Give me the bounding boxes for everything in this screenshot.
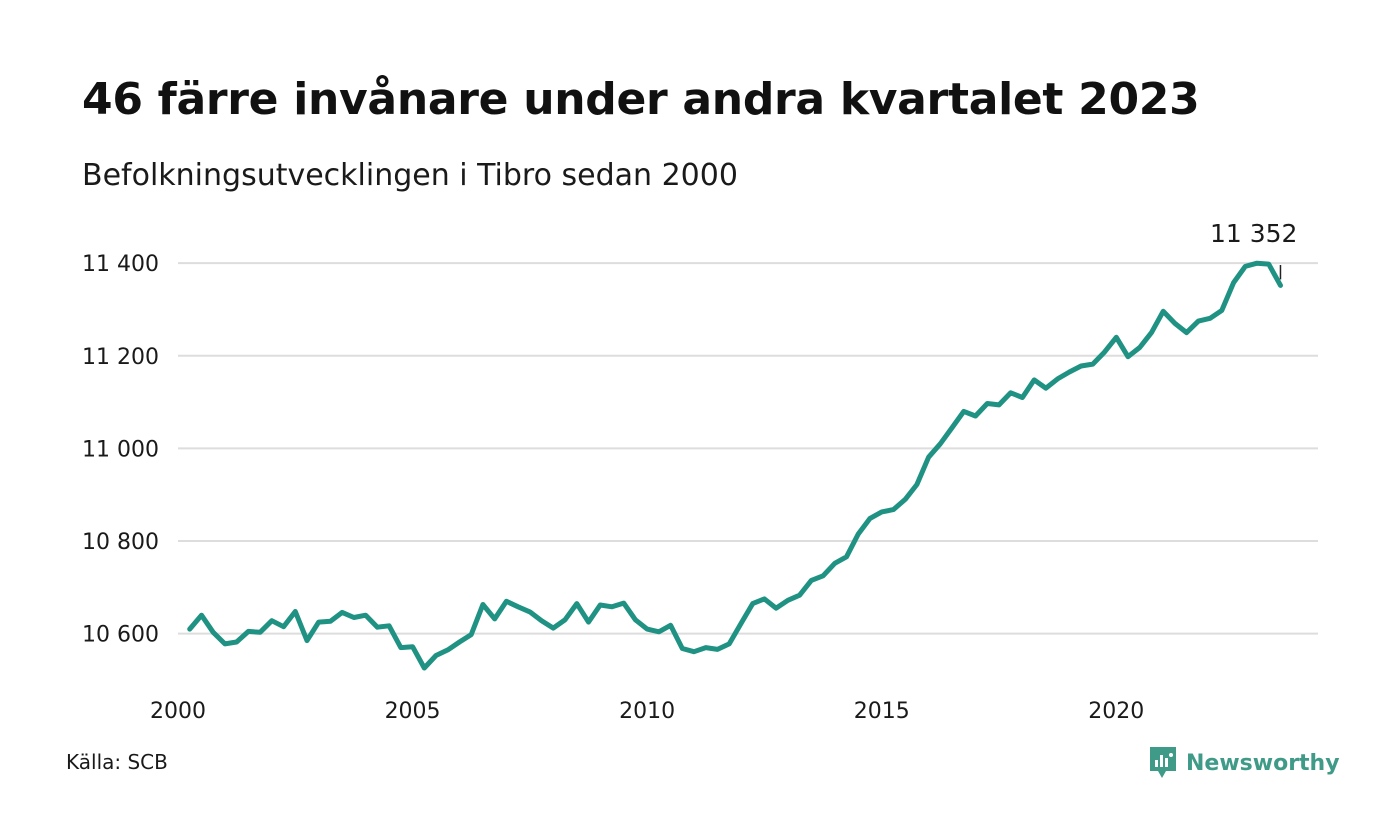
x-tick-label: 2015 bbox=[854, 699, 910, 724]
y-tick-label: 11 000 bbox=[82, 437, 159, 462]
last-value-label: 11 352 bbox=[1210, 219, 1297, 248]
newsworthy-chart-icon bbox=[1150, 747, 1176, 778]
x-tick-label: 2005 bbox=[385, 699, 441, 724]
x-tick-label: 2010 bbox=[619, 699, 675, 724]
y-tick-label: 10 600 bbox=[82, 623, 159, 648]
newsworthy-logo: Newsworthy bbox=[1148, 745, 1340, 781]
source-note: Källa: SCB bbox=[66, 750, 168, 774]
chart-subtitle: Befolkningsutvecklingen i Tibro sedan 20… bbox=[82, 158, 738, 193]
y-tick-label: 11 200 bbox=[82, 345, 159, 370]
x-tick-label: 2020 bbox=[1088, 699, 1144, 724]
y-tick-label: 10 800 bbox=[82, 530, 159, 555]
logo-text: Newsworthy bbox=[1186, 750, 1340, 776]
x-tick-label: 2000 bbox=[150, 699, 206, 724]
y-tick-label: 11 400 bbox=[82, 252, 159, 277]
chart-title: 46 färre invånare under andra kvartalet … bbox=[82, 74, 1200, 125]
population-series-line bbox=[187, 260, 1283, 671]
